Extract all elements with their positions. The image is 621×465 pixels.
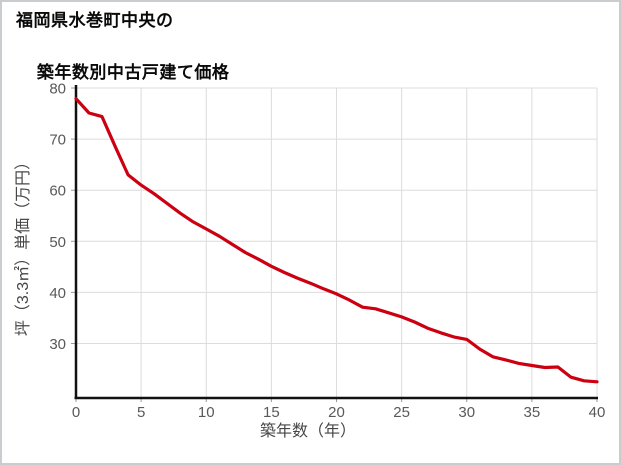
x-tick-label: 10 — [198, 404, 215, 421]
chart-title: 福岡県水巻町中央の 築年数別中古戸建て価格 — [16, 8, 229, 112]
x-tick-label: 25 — [393, 404, 410, 421]
x-tick-label: 20 — [328, 404, 345, 421]
title-line-1: 福岡県水巻町中央の — [16, 11, 174, 30]
x-tick-label: 15 — [263, 404, 280, 421]
y-tick-label: 80 — [49, 81, 66, 98]
y-axis-label: 坪（3.3㎡）単価（万円） — [14, 154, 32, 336]
x-tick-label: 5 — [137, 404, 145, 421]
price-line — [74, 97, 599, 384]
x-tick-label: 30 — [458, 404, 475, 421]
x-tick-label: 35 — [524, 404, 541, 421]
y-tick-label: 70 — [49, 132, 66, 149]
x-tick-label: 40 — [589, 404, 606, 421]
y-tick-label: 50 — [49, 234, 66, 251]
title-line-2: 築年数別中古戸建て価格 — [36, 63, 230, 82]
x-tick-label: 0 — [72, 404, 80, 421]
y-tick-label: 60 — [49, 183, 66, 200]
x-axis-label: 築年数（年） — [260, 422, 356, 440]
y-tick-label: 30 — [49, 336, 66, 353]
y-tick-label: 40 — [49, 285, 66, 302]
